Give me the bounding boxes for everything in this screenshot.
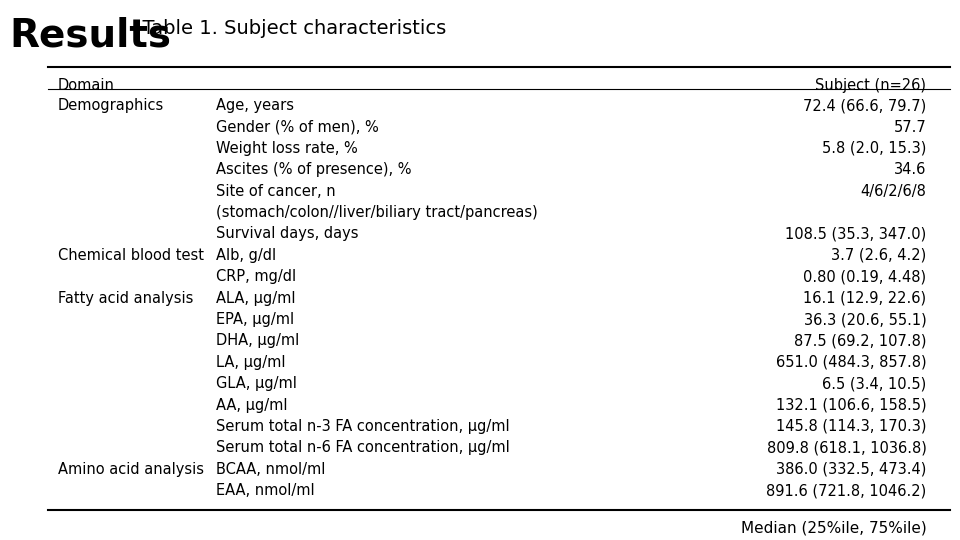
Text: 16.1 (12.9, 22.6): 16.1 (12.9, 22.6) <box>804 291 926 306</box>
Text: Demographics: Demographics <box>58 98 164 113</box>
Text: Site of cancer, n: Site of cancer, n <box>216 184 336 199</box>
Text: Results: Results <box>10 16 172 54</box>
Text: Age, years: Age, years <box>216 98 294 113</box>
Text: Gender (% of men), %: Gender (% of men), % <box>216 119 379 134</box>
Text: 891.6 (721.8, 1046.2): 891.6 (721.8, 1046.2) <box>766 483 926 498</box>
Text: 386.0 (332.5, 473.4): 386.0 (332.5, 473.4) <box>776 462 926 477</box>
Text: Subject (n=26): Subject (n=26) <box>815 78 926 93</box>
Text: Alb, g/dl: Alb, g/dl <box>216 248 276 263</box>
Text: (stomach/colon//liver/biliary tract/pancreas): (stomach/colon//liver/biliary tract/panc… <box>216 205 538 220</box>
Text: Serum total n-3 FA concentration, μg/ml: Serum total n-3 FA concentration, μg/ml <box>216 419 510 434</box>
Text: Fatty acid analysis: Fatty acid analysis <box>58 291 193 306</box>
Text: 36.3 (20.6, 55.1): 36.3 (20.6, 55.1) <box>804 312 926 327</box>
Text: CRP, mg/dl: CRP, mg/dl <box>216 269 296 284</box>
Text: Serum total n-6 FA concentration, μg/ml: Serum total n-6 FA concentration, μg/ml <box>216 440 510 455</box>
Text: 5.8 (2.0, 15.3): 5.8 (2.0, 15.3) <box>822 141 926 156</box>
Text: BCAA, nmol/ml: BCAA, nmol/ml <box>216 462 325 477</box>
Text: AA, μg/ml: AA, μg/ml <box>216 397 287 413</box>
Text: Chemical blood test: Chemical blood test <box>58 248 204 263</box>
Text: 108.5 (35.3, 347.0): 108.5 (35.3, 347.0) <box>785 226 926 241</box>
Text: 57.7: 57.7 <box>894 119 926 134</box>
Text: Domain: Domain <box>58 78 114 93</box>
Text: 132.1 (106.6, 158.5): 132.1 (106.6, 158.5) <box>776 397 926 413</box>
Text: Survival days, days: Survival days, days <box>216 226 358 241</box>
Text: 145.8 (114.3, 170.3): 145.8 (114.3, 170.3) <box>776 419 926 434</box>
Text: ALA, μg/ml: ALA, μg/ml <box>216 291 296 306</box>
Text: EPA, μg/ml: EPA, μg/ml <box>216 312 294 327</box>
Text: 0.80 (0.19, 4.48): 0.80 (0.19, 4.48) <box>804 269 926 284</box>
Text: 72.4 (66.6, 79.7): 72.4 (66.6, 79.7) <box>804 98 926 113</box>
Text: EAA, nmol/ml: EAA, nmol/ml <box>216 483 315 498</box>
Text: Weight loss rate, %: Weight loss rate, % <box>216 141 358 156</box>
Text: 34.6: 34.6 <box>894 163 926 177</box>
Text: 6.5 (3.4, 10.5): 6.5 (3.4, 10.5) <box>822 376 926 391</box>
Text: Table 1. Subject characteristics: Table 1. Subject characteristics <box>130 19 445 38</box>
Text: DHA, μg/ml: DHA, μg/ml <box>216 333 300 348</box>
Text: Median (25%ile, 75%ile): Median (25%ile, 75%ile) <box>741 521 926 536</box>
Text: Ascites (% of presence), %: Ascites (% of presence), % <box>216 163 412 177</box>
Text: 87.5 (69.2, 107.8): 87.5 (69.2, 107.8) <box>794 333 926 348</box>
Text: 4/6/2/6/8: 4/6/2/6/8 <box>860 184 926 199</box>
Text: GLA, μg/ml: GLA, μg/ml <box>216 376 297 391</box>
Text: Amino acid analysis: Amino acid analysis <box>58 462 204 477</box>
Text: 3.7 (2.6, 4.2): 3.7 (2.6, 4.2) <box>831 248 926 263</box>
Text: 651.0 (484.3, 857.8): 651.0 (484.3, 857.8) <box>776 355 926 370</box>
Text: LA, μg/ml: LA, μg/ml <box>216 355 285 370</box>
Text: 809.8 (618.1, 1036.8): 809.8 (618.1, 1036.8) <box>766 440 926 455</box>
